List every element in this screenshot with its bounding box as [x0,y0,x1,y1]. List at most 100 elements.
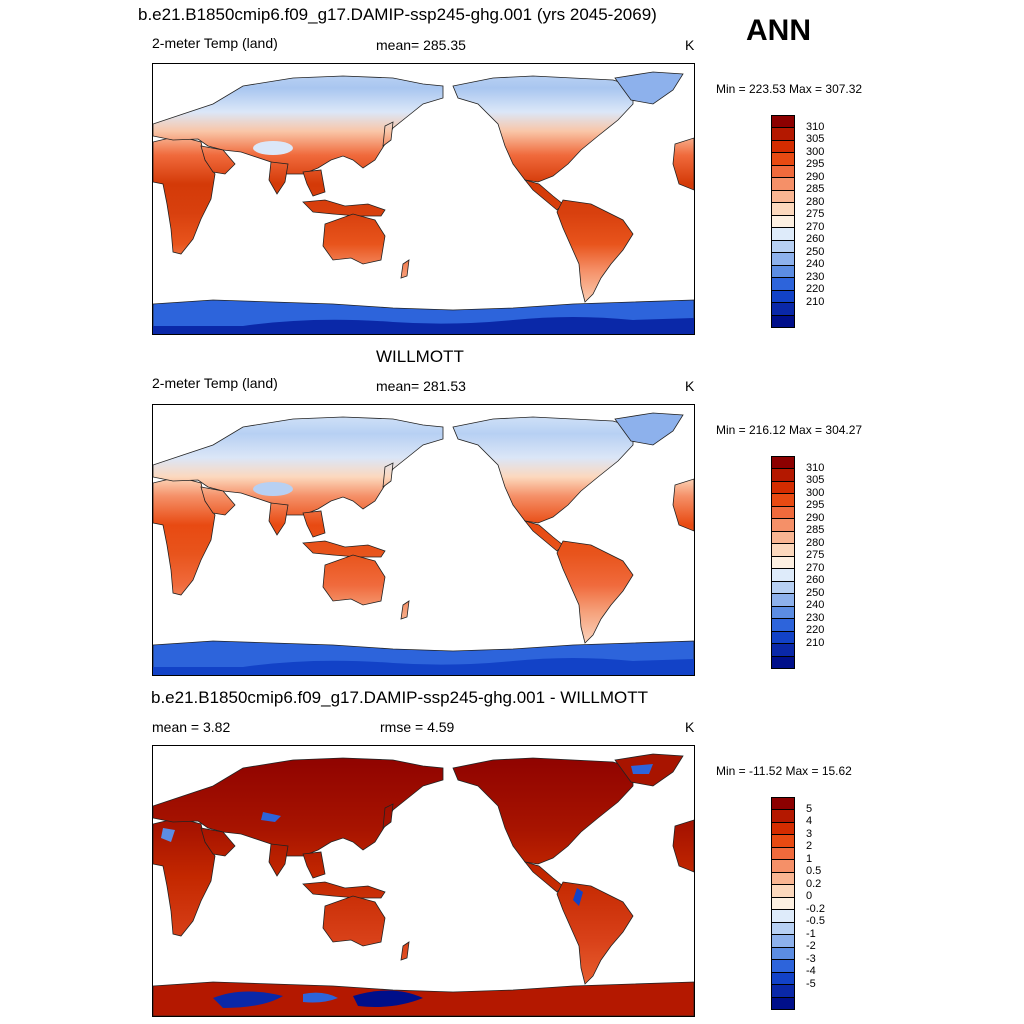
anomaly-patch [573,888,583,906]
land-arabia [200,827,236,857]
colorbar-swatch [772,631,794,645]
colorbar-tick-label: 5 [806,802,813,815]
colorbar-tick-label: 230 [806,270,825,283]
colorbar-tick-label: 3 [806,827,813,840]
panel1-units: K [685,37,695,53]
colorbar-swatch [772,544,794,557]
colorbar-swatch [772,469,794,482]
colorbar-tick-label: 270 [806,220,825,233]
land-india [268,502,289,536]
colorbar-tick-label: 0.5 [806,865,822,878]
antarctic-interior [153,658,694,675]
colorbar-swatch [772,606,794,620]
colorbar-swatch [772,531,794,545]
colorbar-tick-label: 305 [806,474,825,487]
anomaly-patch [303,992,338,1003]
land-africa_e [672,819,694,873]
land-camerica [523,179,564,211]
colorbar-tick-label: 275 [806,208,825,221]
land-africa_e [672,137,694,191]
colorbar-swatch [772,253,794,266]
colorbar-swatch [772,190,794,204]
colorbar-tick-label: 1 [806,852,813,865]
colorbar-swatch [772,178,794,191]
land-indonesia [302,881,386,899]
anomaly-patch [213,991,283,1008]
colorbar-tick-label: -1 [806,927,816,940]
colorbar-tick-label: 250 [806,586,825,599]
land-namerica [452,75,634,183]
panel2-minmax: Min = 216.12 Max = 304.27 [716,423,863,437]
land-indochina [302,851,326,879]
colorbar-swatch [772,569,794,582]
panel3-rmse-label: rmse = 4.59 [380,719,455,735]
colorbar-tick-label: 250 [806,245,825,258]
colorbar-swatch [772,128,794,141]
colorbar-tick-label: -5 [806,977,816,990]
anomaly-patch [631,764,653,774]
colorbar-tick-label: 300 [806,486,825,499]
panel1-map [152,63,695,335]
colorbar-swatch [772,872,794,886]
colorbar-swatch [772,265,794,279]
colorbar-swatch [772,556,794,570]
land-antarctica [153,981,694,1016]
colorbar-tick-label: -0.2 [806,902,825,915]
panel3-map [152,745,695,1017]
colorbar-tick-label: 295 [806,499,825,512]
land-australia [322,554,386,606]
colorbar-tick-label: 210 [806,295,825,308]
land-arabia [200,145,236,175]
colorbar-tick-label: 275 [806,549,825,562]
antarctic-interior [153,317,694,334]
colorbar-swatch [772,278,794,291]
land-nz [400,600,410,620]
land-camerica [523,520,564,552]
panel1-mean-label: mean= 285.35 [376,37,466,53]
colorbar-swatch [772,215,794,229]
land-indochina [302,169,326,197]
anomaly-patch [261,812,281,822]
colorbar-swatch [772,935,794,948]
land-japan [382,121,394,147]
land-greenland [614,71,684,105]
colorbar-tick-label: 295 [806,158,825,171]
panel1-title: b.e21.B1850cmip6.f09_g17.DAMIP-ssp245-gh… [138,5,657,24]
colorbar-tick-label: 285 [806,524,825,537]
colorbar-swatch [772,203,794,216]
panel1-colorbar [771,115,795,328]
land-australia [322,213,386,265]
land-samerica [556,199,634,303]
colorbar-tick-label: 280 [806,195,825,208]
land-indonesia [302,540,386,558]
colorbar-tick-label: 290 [806,511,825,524]
colorbar-tick-label: 240 [806,258,825,271]
panel3-units: K [685,719,695,735]
colorbar-swatch [772,240,794,254]
colorbar-tick-label: 270 [806,561,825,574]
colorbar-swatch [772,644,794,657]
colorbar-tick-label: 285 [806,183,825,196]
panel2-title: WILLMOTT [376,347,464,366]
colorbar-swatch [772,847,794,861]
colorbar-tick-label: 280 [806,536,825,549]
land-japan [382,462,394,488]
tibetan-plateau [253,141,293,155]
land-nz [400,259,410,279]
colorbar-tick-label: 300 [806,145,825,158]
colorbar-tick-label: 230 [806,611,825,624]
colorbar-swatch [772,947,794,961]
colorbar-swatch [772,303,794,316]
colorbar-swatch [772,885,794,898]
panel3-minmax: Min = -11.52 Max = 15.62 [716,764,852,778]
colorbar-swatch [772,581,794,595]
colorbar-swatch [772,972,794,986]
colorbar-tick-label: -2 [806,940,816,953]
land-arabia [200,486,236,516]
colorbar-swatch [772,910,794,923]
land-japan [382,803,394,829]
land-india [268,843,289,877]
colorbar-tick-label: 305 [806,133,825,146]
colorbar-tick-label: 0 [806,890,813,903]
season-label: ANN [746,14,811,47]
